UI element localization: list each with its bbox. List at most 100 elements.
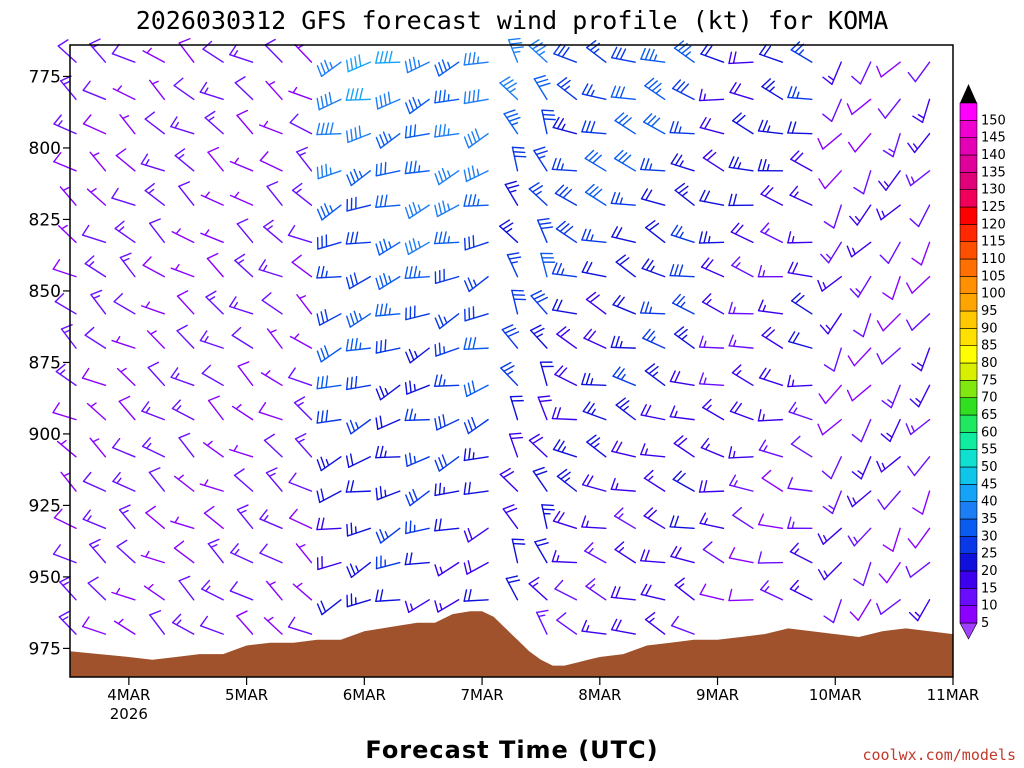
wind-barb xyxy=(789,542,813,564)
y-axis: 775 800 825 850 875 900 925 950 975 xyxy=(29,67,70,659)
wind-barb xyxy=(59,576,77,601)
wind-barb xyxy=(822,61,842,85)
wind-barb xyxy=(702,398,725,421)
wind-barb xyxy=(289,113,313,135)
wind-barb xyxy=(463,193,489,207)
colorbar-swatch xyxy=(959,432,978,450)
wind-barb xyxy=(233,468,254,492)
wind-barb xyxy=(463,165,489,183)
wind-barb xyxy=(907,456,931,477)
colorbar-swatch xyxy=(959,137,978,156)
wind-barb xyxy=(59,75,77,101)
wind-barb xyxy=(699,512,725,529)
wind-barb xyxy=(202,440,224,458)
wind-barb xyxy=(434,313,460,330)
wind-barbs xyxy=(52,37,931,635)
wind-barb xyxy=(669,405,695,421)
wind-barb xyxy=(229,296,254,315)
wind-barb xyxy=(757,299,784,315)
wind-barb xyxy=(787,121,813,135)
wind-barb xyxy=(882,275,901,301)
wind-barb xyxy=(84,255,107,278)
wind-barb xyxy=(912,98,931,123)
credit-label[interactable]: coolwx.com/models xyxy=(862,746,1016,764)
wind-barb xyxy=(375,50,401,64)
wind-barb xyxy=(760,185,784,206)
wind-barb xyxy=(316,309,342,326)
wind-barb xyxy=(911,347,931,372)
wind-barb xyxy=(613,507,636,529)
colorbar-label: 50 xyxy=(981,460,998,475)
wind-barb xyxy=(236,109,254,135)
wind-barb xyxy=(229,157,254,172)
wind-barb xyxy=(288,367,313,387)
wind-barb xyxy=(464,275,489,293)
wind-barb xyxy=(556,468,578,492)
wind-barb xyxy=(757,158,784,172)
wind-barb xyxy=(528,182,548,206)
wind-barb xyxy=(148,218,166,244)
wind-barb xyxy=(173,77,195,101)
colorbar: 5 10 15 20 25 30 35 40 45 50 55 60 65 70 75 80 85 90 95 100… xyxy=(959,84,1006,640)
wind-barb xyxy=(586,39,607,63)
wind-barb xyxy=(503,109,521,135)
wind-barb xyxy=(640,157,666,172)
wind-barb xyxy=(375,91,401,110)
wind-barb xyxy=(504,180,520,206)
wind-barb xyxy=(583,328,607,349)
wind-barb xyxy=(346,310,372,328)
wind-barb xyxy=(612,366,636,387)
wind-barb xyxy=(702,149,725,172)
wind-barb xyxy=(728,51,754,65)
wind-barb xyxy=(316,122,342,136)
wind-barb xyxy=(640,583,666,601)
wind-barb xyxy=(613,149,636,172)
wind-barb xyxy=(345,480,372,493)
wind-barb xyxy=(728,156,754,172)
wind-barb xyxy=(81,224,107,244)
wind-barb xyxy=(508,432,524,458)
wind-barb xyxy=(698,88,725,102)
wind-barb xyxy=(610,191,636,206)
wind-barb xyxy=(846,384,872,402)
wind-barb xyxy=(292,582,313,601)
wind-barb xyxy=(178,181,195,206)
colorbar-label: 15 xyxy=(981,581,998,596)
wind-barb xyxy=(541,109,556,135)
wind-barb xyxy=(551,549,578,564)
wind-barb xyxy=(141,437,166,458)
wind-barb xyxy=(115,148,136,172)
wind-barb xyxy=(53,508,77,529)
wind-barb xyxy=(849,599,872,621)
wind-barb xyxy=(52,258,77,278)
colorbar-label: 70 xyxy=(981,391,998,406)
wind-barb xyxy=(316,599,342,616)
wind-barb xyxy=(586,434,607,458)
wind-barb xyxy=(82,80,107,101)
terrain-polygon xyxy=(70,611,953,677)
wind-barb xyxy=(434,59,460,77)
wind-barb xyxy=(81,616,107,635)
y-tick-label: 825 xyxy=(29,210,61,230)
wind-barb xyxy=(231,403,254,421)
wind-barb xyxy=(907,61,931,83)
wind-barb xyxy=(581,474,607,492)
wind-barb xyxy=(140,301,166,315)
wind-barb xyxy=(346,418,372,435)
wind-barb xyxy=(639,301,666,315)
wind-barb xyxy=(345,337,372,352)
colorbar-label: 5 xyxy=(981,616,989,631)
colorbar-label: 130 xyxy=(981,183,1006,198)
wind-barb xyxy=(790,435,813,458)
wind-barb xyxy=(849,275,872,298)
wind-barb xyxy=(846,490,872,508)
wind-barb xyxy=(551,298,578,315)
wind-barb xyxy=(790,41,813,63)
x-tick-label: 6MAR xyxy=(343,686,386,704)
wind-barb xyxy=(581,228,607,244)
wind-barb xyxy=(144,182,166,206)
wind-barb xyxy=(581,83,607,101)
wind-barb xyxy=(788,331,813,349)
colorbar-swatch xyxy=(959,362,978,381)
wind-barb xyxy=(176,290,195,315)
